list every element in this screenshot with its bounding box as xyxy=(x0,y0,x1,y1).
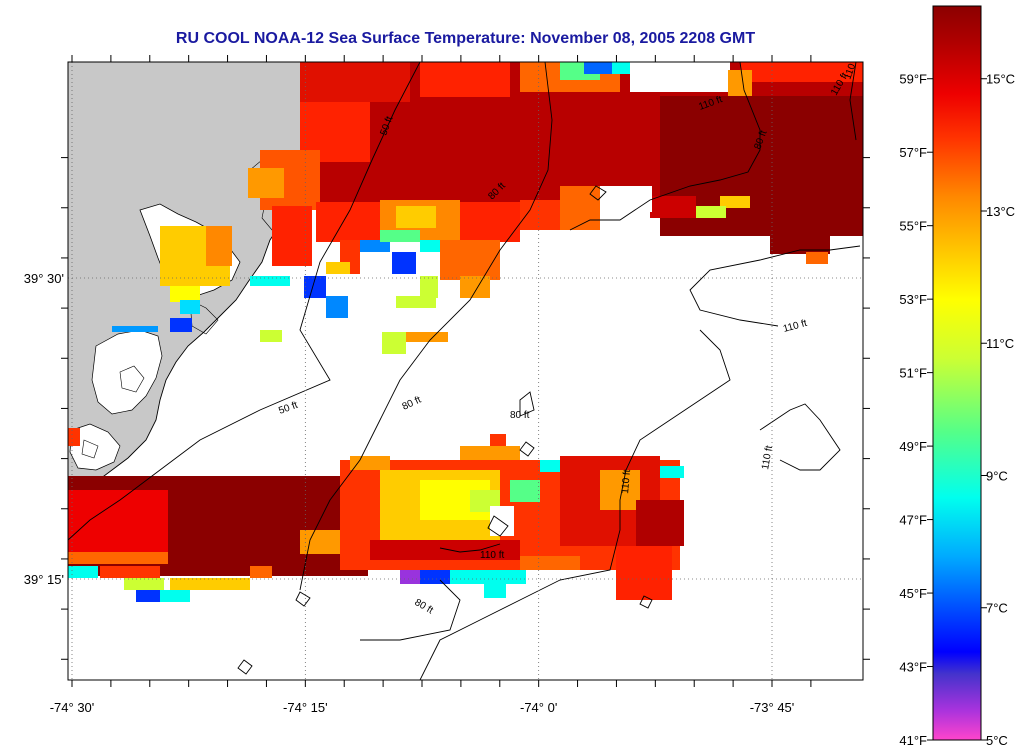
longitude-tick-label: -74° 15' xyxy=(283,700,328,715)
colorbar-fahrenheit-label: 41°F xyxy=(899,733,927,748)
colorbar-fahrenheit-label: 53°F xyxy=(899,292,927,307)
latitude-tick-label: 39° 15' xyxy=(24,572,64,587)
contour-label: 110 ft xyxy=(760,444,775,470)
bathymetry-contours xyxy=(68,62,861,680)
colorbar-celsius-label: 9°C xyxy=(986,468,1008,483)
longitude-tick-label: -74° 30' xyxy=(50,700,95,715)
latitude-tick-label: 39° 30' xyxy=(24,271,64,286)
contour-label: 110 ft xyxy=(620,469,633,494)
colorbar-celsius-label: 7°C xyxy=(986,601,1008,616)
colorbar-fahrenheit-label: 43°F xyxy=(899,660,927,675)
axis-labels: -74° 30' -74° 15' -74° 0' -73° 45' 39° 30' 39… xyxy=(24,271,794,715)
colorbar-fahrenheit-label: 45°F xyxy=(899,586,927,601)
land-new-jersey xyxy=(68,62,418,496)
colorbar-fahrenheit-label: 55°F xyxy=(899,219,927,234)
contour-label: 80 ft xyxy=(510,410,530,421)
colorbar-fahrenheit-label: 51°F xyxy=(899,366,927,381)
longitude-tick-label: -74° 0' xyxy=(520,700,557,715)
colorbar-fahrenheit-label: 47°F xyxy=(899,513,927,528)
colorbar-fahrenheit-label: 57°F xyxy=(899,145,927,160)
sst-field-south xyxy=(68,434,684,602)
contour-label: 110 ft xyxy=(480,550,504,561)
sst-field-north xyxy=(68,62,863,446)
colorbar-celsius-label: 13°C xyxy=(986,204,1015,219)
longitude-tick-label: -73° 45' xyxy=(750,700,795,715)
colorbar-celsius-label: 15°C xyxy=(986,72,1015,87)
colorbar xyxy=(932,5,982,741)
graticule xyxy=(68,62,863,680)
colorbar-celsius-label: 11°C xyxy=(986,336,1014,351)
map-title: RU COOL NOAA-12 Sea Surface Temperature:… xyxy=(175,30,756,47)
map-frame xyxy=(67,61,864,681)
colorbar-fahrenheit-label: 49°F xyxy=(899,439,927,454)
colorbar-celsius-label: 5°C xyxy=(986,733,1008,748)
marsh-south xyxy=(69,423,121,471)
colorbar-labels: 59°F 57°F 55°F 53°F 51°F 49°F 47°F 45°F 43°F 41°F… xyxy=(899,72,1015,748)
axis-minor-ticks xyxy=(61,55,870,687)
colorbar-fahrenheit-label: 59°F xyxy=(899,72,927,87)
